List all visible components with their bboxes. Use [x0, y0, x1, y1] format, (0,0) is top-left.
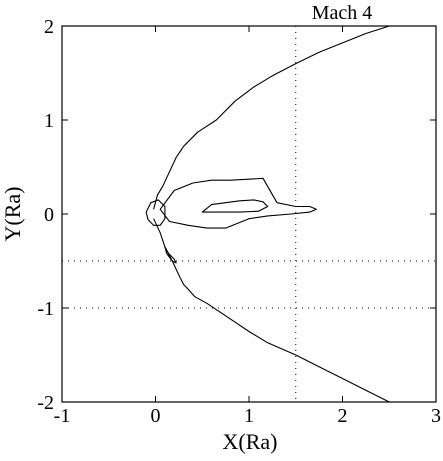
x-tick-label-1: 0	[151, 405, 161, 427]
x-tick-label-0: -1	[54, 405, 71, 427]
y-tick-label-0: -2	[37, 392, 54, 414]
series-lower-lobe	[164, 246, 177, 264]
axis-ticks	[61, 25, 437, 403]
contour-lines	[145, 25, 390, 403]
series-tail-contour-inner	[201, 199, 269, 213]
reference-lines	[62, 26, 436, 402]
y-tick-label-2: 0	[44, 204, 54, 226]
x-tick-label-4: 3	[431, 405, 441, 427]
x-axis-label: X(Ra)	[223, 429, 278, 454]
series-small-contours	[145, 199, 166, 226]
y-tick-label-3: 1	[44, 110, 54, 132]
x-tick-label-3: 2	[338, 405, 348, 427]
y-axis-label: Y(Ra)	[0, 187, 25, 242]
y-tick-label-1: -1	[37, 298, 54, 320]
series-tail-contour-outer	[159, 177, 317, 229]
series-bow-shock-upper	[153, 25, 390, 210]
series-bow-shock-lower	[153, 218, 390, 403]
plot-frame	[61, 25, 437, 403]
x-tick-label-2: 1	[244, 405, 254, 427]
y-tick-label-4: 2	[44, 16, 54, 38]
chart-title: Mach 4	[312, 2, 373, 24]
